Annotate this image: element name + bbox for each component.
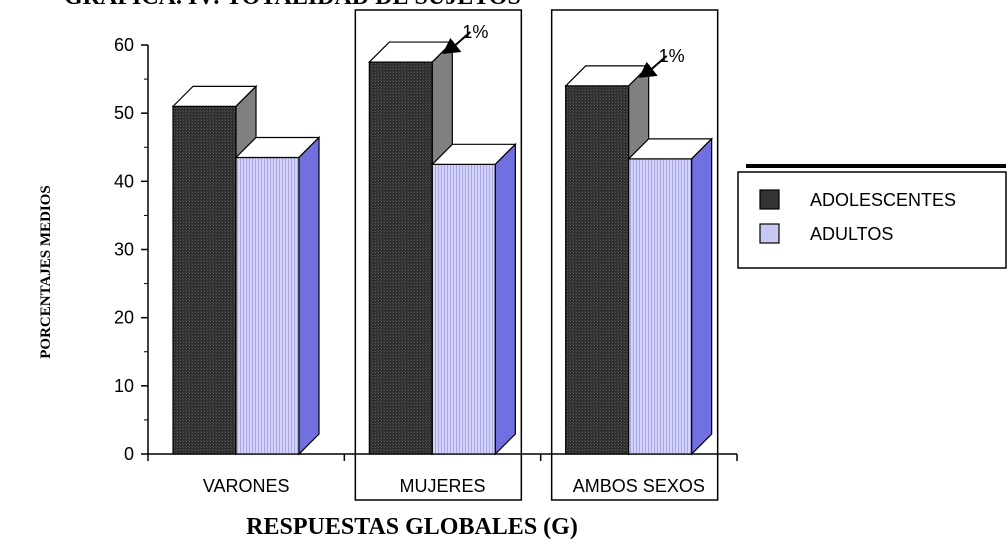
bar-side-face <box>691 137 713 456</box>
legend-swatch-adolescentes <box>759 189 780 210</box>
annotation-arrow-head <box>442 38 462 55</box>
y-tick-label: 60 <box>114 35 134 55</box>
y-tick-label: 40 <box>114 171 134 191</box>
annotation-arrow-line <box>650 55 668 71</box>
y-tick-label: 10 <box>114 376 134 396</box>
annotation-arrow-head <box>638 61 658 78</box>
y-tick-label: 0 <box>124 444 134 464</box>
bar-adolescentes <box>368 61 433 455</box>
bar-side-face <box>494 142 516 456</box>
legend: ADOLESCENTES ADULTOS <box>737 164 1007 269</box>
bar-adultos <box>431 163 496 455</box>
y-tick-label: 30 <box>114 240 134 260</box>
bar-adultos <box>628 158 693 455</box>
y-tick-label: 20 <box>114 308 134 328</box>
annotation-label: 1% <box>462 22 488 42</box>
legend-swatch-adultos <box>759 223 780 244</box>
highlight-box <box>550 9 719 501</box>
x-tick-label: AMBOS SEXOS <box>573 476 705 496</box>
chart-title: GRAFICA. IV: TOTALIDAD DE SUJETOS <box>64 0 521 10</box>
bar-adolescentes <box>172 105 237 455</box>
highlight-box <box>354 9 523 501</box>
y-axis-label: PORCENTAJES MEDIOS <box>38 185 54 359</box>
x-tick-label: VARONES <box>203 476 290 496</box>
plot-area: 0 10 20 30 40 50 60 VARONES MUJERES AMBOS SEXOS 1%… <box>114 9 738 501</box>
annotation-arrow-line <box>453 31 471 47</box>
legend-box <box>737 171 1007 269</box>
y-tick-label: 50 <box>114 103 134 123</box>
bar-adultos <box>235 156 300 455</box>
legend-label: ADOLESCENTES <box>810 190 956 210</box>
x-axis-label: RESPUESTAS GLOBALES (G) <box>246 514 578 540</box>
annotation-label: 1% <box>659 46 685 66</box>
bar-adolescentes <box>565 85 630 455</box>
legend-label: ADULTOS <box>810 224 893 244</box>
bar-side-face <box>298 136 320 456</box>
x-tick-label: MUJERES <box>399 476 485 496</box>
